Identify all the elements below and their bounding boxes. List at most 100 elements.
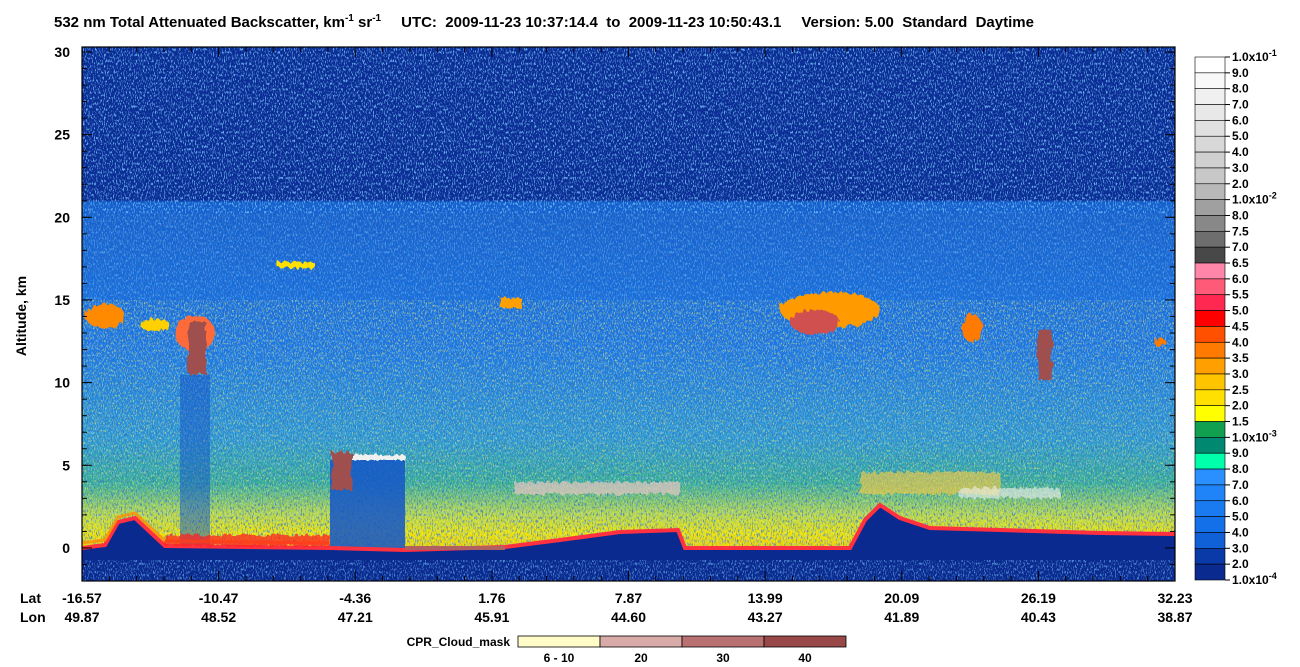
colorbar-label: 6.5 (1232, 256, 1249, 270)
colorbar-label: 2.0 (1232, 399, 1249, 413)
colorbar-swatch (1194, 421, 1226, 438)
cloud-mask-label: 30 (716, 651, 730, 665)
colorbar-swatch (1194, 310, 1226, 327)
colorbar-label-base: 1.0x10 (1232, 50, 1269, 64)
colorbar-label: 1.5 (1232, 415, 1249, 429)
x-tick-label: 47.21 (338, 609, 373, 625)
colorbar-label: 3.0 (1232, 161, 1249, 175)
cloud-mask-swatch (599, 635, 683, 648)
x-row-name: Lon (20, 609, 46, 625)
colorbar-swatch (1194, 231, 1226, 248)
colorbar-label: 4.0 (1232, 145, 1249, 159)
x-tick-label: 43.27 (748, 609, 783, 625)
colorbar-swatch (1194, 246, 1226, 264)
colorbar-swatch (1194, 104, 1226, 121)
colorbar-swatch (1194, 341, 1226, 359)
colorbar-label: 4.0 (1232, 525, 1249, 539)
cloud-mask-swatch (681, 635, 765, 648)
x-tick-label: 40.43 (1021, 609, 1056, 625)
colorbar-swatch (1194, 183, 1226, 200)
y-tick-label: 15 (54, 292, 70, 308)
title-exponent: -1 (372, 13, 381, 24)
colorbar-swatch (1194, 294, 1226, 311)
colorbar-label-exp: -3 (1269, 428, 1277, 438)
colorbar-label: 5.0 (1232, 129, 1249, 143)
colorbar-swatch (1194, 484, 1226, 502)
colorbar-swatch (1194, 437, 1226, 454)
colorbar-swatch (1194, 56, 1226, 74)
colorbar-label: 1.0x10-3 (1232, 428, 1277, 444)
colorbar-label: 4.0 (1232, 335, 1249, 349)
colorbar-swatch (1194, 88, 1226, 105)
colorbar-swatch (1194, 72, 1226, 89)
x-tick-label: 45.91 (474, 609, 509, 625)
x-tick-label: -16.57 (62, 590, 102, 606)
x-tick-label: 26.19 (1021, 590, 1056, 606)
cloud-mask-label: 6 - 10 (544, 651, 575, 665)
title-version: Version: 5.00 Standard Daytime (801, 14, 1034, 31)
colorbar-label-exp: -2 (1269, 191, 1277, 201)
x-tick-label: 32.23 (1157, 590, 1192, 606)
colorbar-label-base: 1.0x10 (1232, 193, 1269, 207)
colorbar-swatch (1194, 167, 1226, 185)
colorbar-label: 7.0 (1232, 478, 1249, 492)
x-tick-label: 44.60 (611, 609, 646, 625)
colorbar-label-base: 1.0x10 (1232, 573, 1269, 587)
y-tick-label: 5 (62, 457, 70, 473)
colorbar-label: 7.5 (1232, 224, 1249, 238)
colorbar-label: 2.5 (1232, 383, 1249, 397)
x-tick-label: 49.87 (64, 609, 99, 625)
title-unit: sr (354, 14, 373, 31)
y-tick-label: 30 (54, 44, 70, 60)
cloud-mask-label: 40 (798, 651, 812, 665)
colorbar-swatch (1194, 563, 1226, 581)
title-time: UTC: 2009-11-23 10:37:14.4 to 2009-11-23… (401, 14, 781, 31)
colorbar-swatch (1194, 452, 1226, 470)
colorbar-swatch (1194, 120, 1226, 137)
colorbar-swatch (1194, 135, 1226, 153)
cloud-mask-title: CPR_Cloud_mask (407, 635, 511, 649)
colorbar-swatch (1194, 516, 1226, 533)
x-tick-label: -10.47 (199, 590, 239, 606)
x-tick-label: -4.36 (339, 590, 371, 606)
colorbar-label: 3.0 (1232, 367, 1249, 381)
x-tick-label: 7.87 (615, 590, 642, 606)
colorbar-label: 8.0 (1232, 462, 1249, 476)
colorbar-label: 8.0 (1232, 208, 1249, 222)
x-tick-label: 48.52 (201, 609, 236, 625)
cloud-mask-swatch (517, 635, 601, 648)
y-tick-label: 10 (54, 375, 70, 391)
chart-title: 532 nm Total Attenuated Backscatter, km-… (54, 13, 1034, 31)
colorbar-swatch (1194, 500, 1226, 517)
colorbar-swatch (1194, 532, 1226, 549)
colorbar-label: 5.5 (1232, 288, 1249, 302)
title-exponent: -1 (345, 13, 354, 24)
y-axis-label: Altitude, km (13, 276, 29, 356)
colorbar-swatch (1194, 357, 1226, 375)
colorbar-label: 9.0 (1232, 446, 1249, 460)
colorbar-label: 6.0 (1232, 113, 1249, 127)
cloud-mask-label: 20 (634, 651, 648, 665)
colorbar-label: 7.0 (1232, 240, 1249, 254)
colorbar-swatch (1194, 215, 1226, 232)
cloud-mask-swatch (763, 635, 847, 648)
colorbar-label: 1.0x10-1 (1232, 48, 1277, 64)
colorbar-label: 9.0 (1232, 66, 1249, 80)
title-main: 532 nm Total Attenuated Backscatter, km (54, 14, 345, 31)
colorbar-swatch (1194, 468, 1226, 486)
colorbar-label: 3.0 (1232, 541, 1249, 555)
colorbar-swatch (1194, 199, 1226, 216)
x-tick-label: 20.09 (884, 590, 919, 606)
colorbar-label: 5.0 (1232, 304, 1249, 318)
y-tick-label: 25 (54, 127, 70, 143)
colorbar-label: 4.5 (1232, 319, 1249, 333)
colorbar-swatch (1194, 262, 1226, 280)
x-tick-label: 1.76 (478, 590, 505, 606)
cloud-mask-legend: CPR_Cloud_mask 6 - 10 20 30 40 (407, 635, 847, 665)
colorbar-label: 3.5 (1232, 351, 1249, 365)
colorbar-label: 1.0x10-4 (1232, 571, 1277, 587)
colorbar-swatch (1194, 326, 1226, 343)
colorbar-swatch (1194, 151, 1226, 169)
colorbar-label-exp: -1 (1269, 48, 1277, 58)
colorbar-swatch (1194, 373, 1226, 391)
